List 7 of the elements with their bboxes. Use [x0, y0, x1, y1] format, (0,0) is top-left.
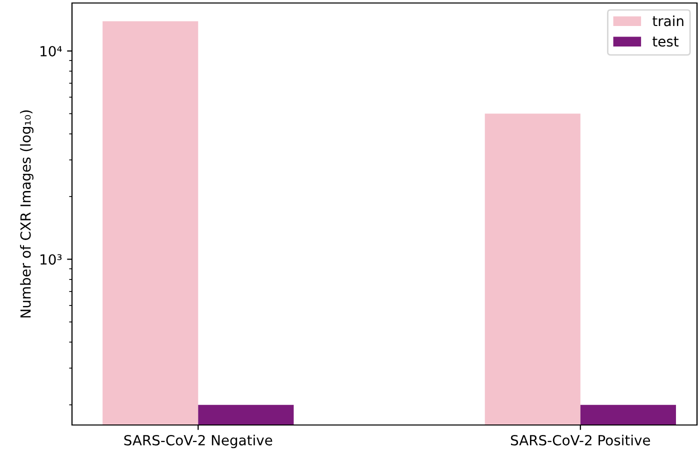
- y-tick-label: 10⁴: [40, 46, 62, 56]
- y-axis-title: Number of CXR Images (log₁₀): [20, 110, 34, 318]
- legend-label: train: [652, 16, 684, 26]
- x-tick-label: SARS-CoV-2 Positive: [510, 434, 650, 446]
- x-tick-label: SARS-CoV-2 Negative: [124, 434, 272, 448]
- legend-label: test: [652, 36, 679, 47]
- y-tick-label: 10³: [40, 254, 62, 265]
